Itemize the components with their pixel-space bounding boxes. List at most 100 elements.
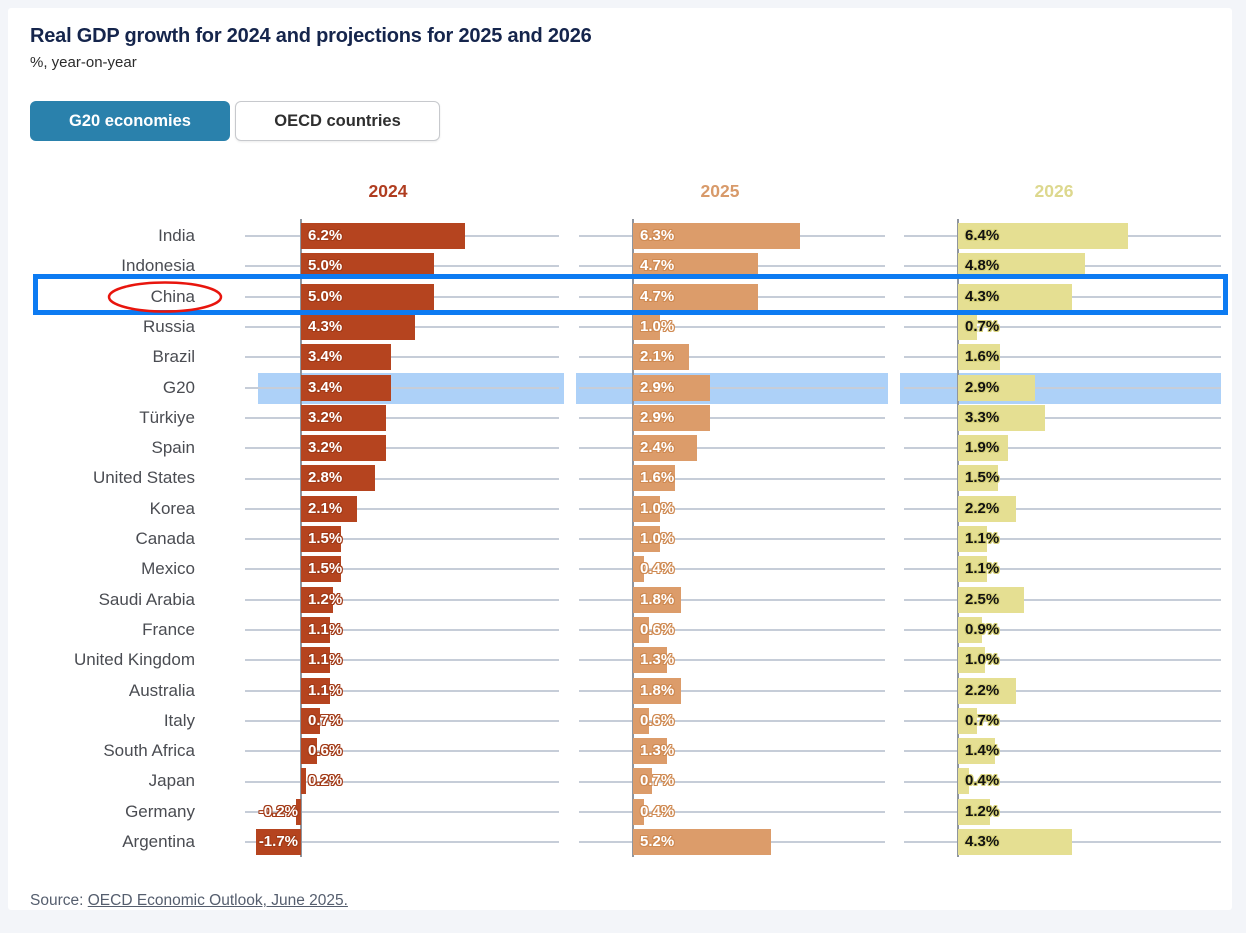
country-label-japan: Japan (148, 771, 195, 791)
gridline (904, 659, 1221, 662)
bar-2025-united-states[interactable] (633, 465, 676, 492)
source-link[interactable]: OECD Economic Outlook, June 2025. (87, 892, 348, 909)
bar-2024-germany[interactable] (295, 798, 301, 825)
bar-2024-saudi-arabia[interactable] (301, 586, 333, 613)
bar-2025-argentina[interactable] (633, 829, 771, 855)
bar-2025-india[interactable] (633, 223, 800, 249)
bar-2026-south-africa[interactable] (958, 738, 996, 765)
bar-2025-canada[interactable] (633, 526, 660, 552)
bar-2024-spain[interactable] (301, 435, 386, 462)
bar-2025-spain[interactable] (633, 435, 697, 462)
bar-2024-australia[interactable] (301, 677, 331, 704)
bar-2025-g20[interactable] (633, 374, 710, 401)
bar-2026-argentina[interactable] (958, 829, 1072, 855)
bar-2024-korea[interactable] (301, 495, 357, 522)
bar-label-2026-france: 0.9% (965, 620, 1000, 638)
bar-label-2026-t-rkiye: 3.3% (965, 408, 1000, 426)
bar-label-2024-spain: 3.2% (308, 439, 343, 457)
bar-label-2026-mexico: 1.1% (965, 560, 1000, 578)
bar-2025-italy[interactable] (633, 707, 649, 734)
bar-2024-china[interactable] (301, 283, 434, 310)
bar-label-2026-united-kingdom: 1.0% (965, 651, 1000, 669)
bar-label-2026-argentina: 4.3% (965, 833, 1000, 850)
gridline (579, 689, 885, 692)
bar-label-2026-japan: 0.4% (965, 772, 1000, 790)
column-header-2026: 2026 (1034, 181, 1074, 201)
bar-2025-mexico[interactable] (633, 556, 644, 583)
bar-2024-brazil[interactable] (301, 344, 392, 371)
gridline (245, 750, 559, 753)
bar-2026-australia[interactable] (958, 677, 1017, 704)
column-header-2024: 2024 (368, 181, 408, 201)
bar-2026-united-states[interactable] (958, 465, 998, 492)
bar-2026-mexico[interactable] (958, 556, 988, 583)
bar-2026-india[interactable] (958, 223, 1128, 249)
gridline (579, 659, 885, 662)
gridline (579, 326, 885, 329)
bar-2024-united-kingdom[interactable] (301, 647, 331, 674)
bar-label-2026-russia: 0.7% (965, 317, 1000, 335)
bar-2026-t-rkiye[interactable] (958, 404, 1046, 431)
bar-label-2025-south-africa: 1.3% (640, 742, 675, 760)
bar-2025-china[interactable] (633, 283, 758, 310)
bar-label-2025-brazil: 2.1% (640, 348, 675, 366)
bar-2026-united-kingdom[interactable] (958, 647, 985, 674)
bar-2024-russia[interactable] (301, 313, 415, 340)
bar-2025-japan[interactable] (633, 768, 652, 795)
bar-2024-g20[interactable] (301, 374, 392, 401)
gridline (579, 810, 885, 813)
source-prefix: Source: (30, 892, 88, 909)
tab-oecd-countries[interactable]: OECD countries (235, 101, 440, 141)
bar-2024-south-africa[interactable] (301, 738, 317, 765)
bar-2024-india[interactable] (301, 223, 466, 249)
bar-2025-korea[interactable] (633, 495, 660, 522)
bar-2024-france[interactable] (301, 616, 331, 643)
bar-label-2026-saudi-arabia: 2.5% (965, 590, 1000, 608)
bar-2024-italy[interactable] (301, 707, 320, 734)
gridline (245, 538, 559, 541)
gridline (904, 507, 1221, 510)
bar-2026-saudi-arabia[interactable] (958, 586, 1025, 613)
bar-2025-russia[interactable] (633, 313, 660, 340)
bar-2024-t-rkiye[interactable] (301, 404, 386, 431)
bar-2024-canada[interactable] (301, 526, 341, 552)
bar-2026-china[interactable] (958, 283, 1072, 310)
bar-2025-australia[interactable] (633, 677, 681, 704)
gridline (245, 719, 559, 722)
bar-label-2026-australia: 2.2% (965, 681, 1000, 699)
chart-subtitle: %, year-on-year (30, 54, 137, 71)
bar-2026-france[interactable] (958, 616, 982, 643)
bar-2025-brazil[interactable] (633, 344, 689, 371)
bar-2025-saudi-arabia[interactable] (633, 586, 681, 613)
bar-2024-united-states[interactable] (301, 465, 376, 492)
bar-2026-germany[interactable] (958, 798, 990, 825)
gridline (904, 689, 1221, 692)
country-label-argentina: Argentina (122, 832, 195, 851)
bar-2025-t-rkiye[interactable] (633, 404, 710, 431)
gridline (904, 538, 1221, 541)
bar-2024-japan[interactable] (301, 768, 307, 795)
gridline (245, 477, 559, 480)
gridline (245, 598, 559, 601)
bar-2025-united-kingdom[interactable] (633, 647, 668, 674)
bar-2026-korea[interactable] (958, 495, 1017, 522)
gridline (579, 780, 885, 783)
gridline (245, 629, 559, 632)
bar-2026-spain[interactable] (958, 435, 1009, 462)
gridline (904, 447, 1221, 450)
bar-2025-germany[interactable] (633, 798, 644, 825)
bar-2025-south-africa[interactable] (633, 738, 668, 765)
bar-2026-g20[interactable] (958, 374, 1035, 401)
bar-2026-japan[interactable] (958, 768, 969, 795)
tab-g20-economies[interactable]: G20 economies (30, 101, 230, 141)
bar-2025-france[interactable] (633, 616, 649, 643)
bar-2026-italy[interactable] (958, 707, 977, 734)
country-label-korea: Korea (149, 498, 195, 518)
bar-2024-argentina[interactable] (255, 829, 301, 855)
bar-label-2025-china: 4.7% (640, 287, 675, 305)
bar-2024-mexico[interactable] (301, 556, 341, 583)
bar-label-2024-argentina: -1.7% (258, 833, 298, 850)
bar-2026-russia[interactable] (958, 313, 977, 340)
bar-2026-brazil[interactable] (958, 344, 1001, 371)
bar-2026-canada[interactable] (958, 526, 988, 552)
